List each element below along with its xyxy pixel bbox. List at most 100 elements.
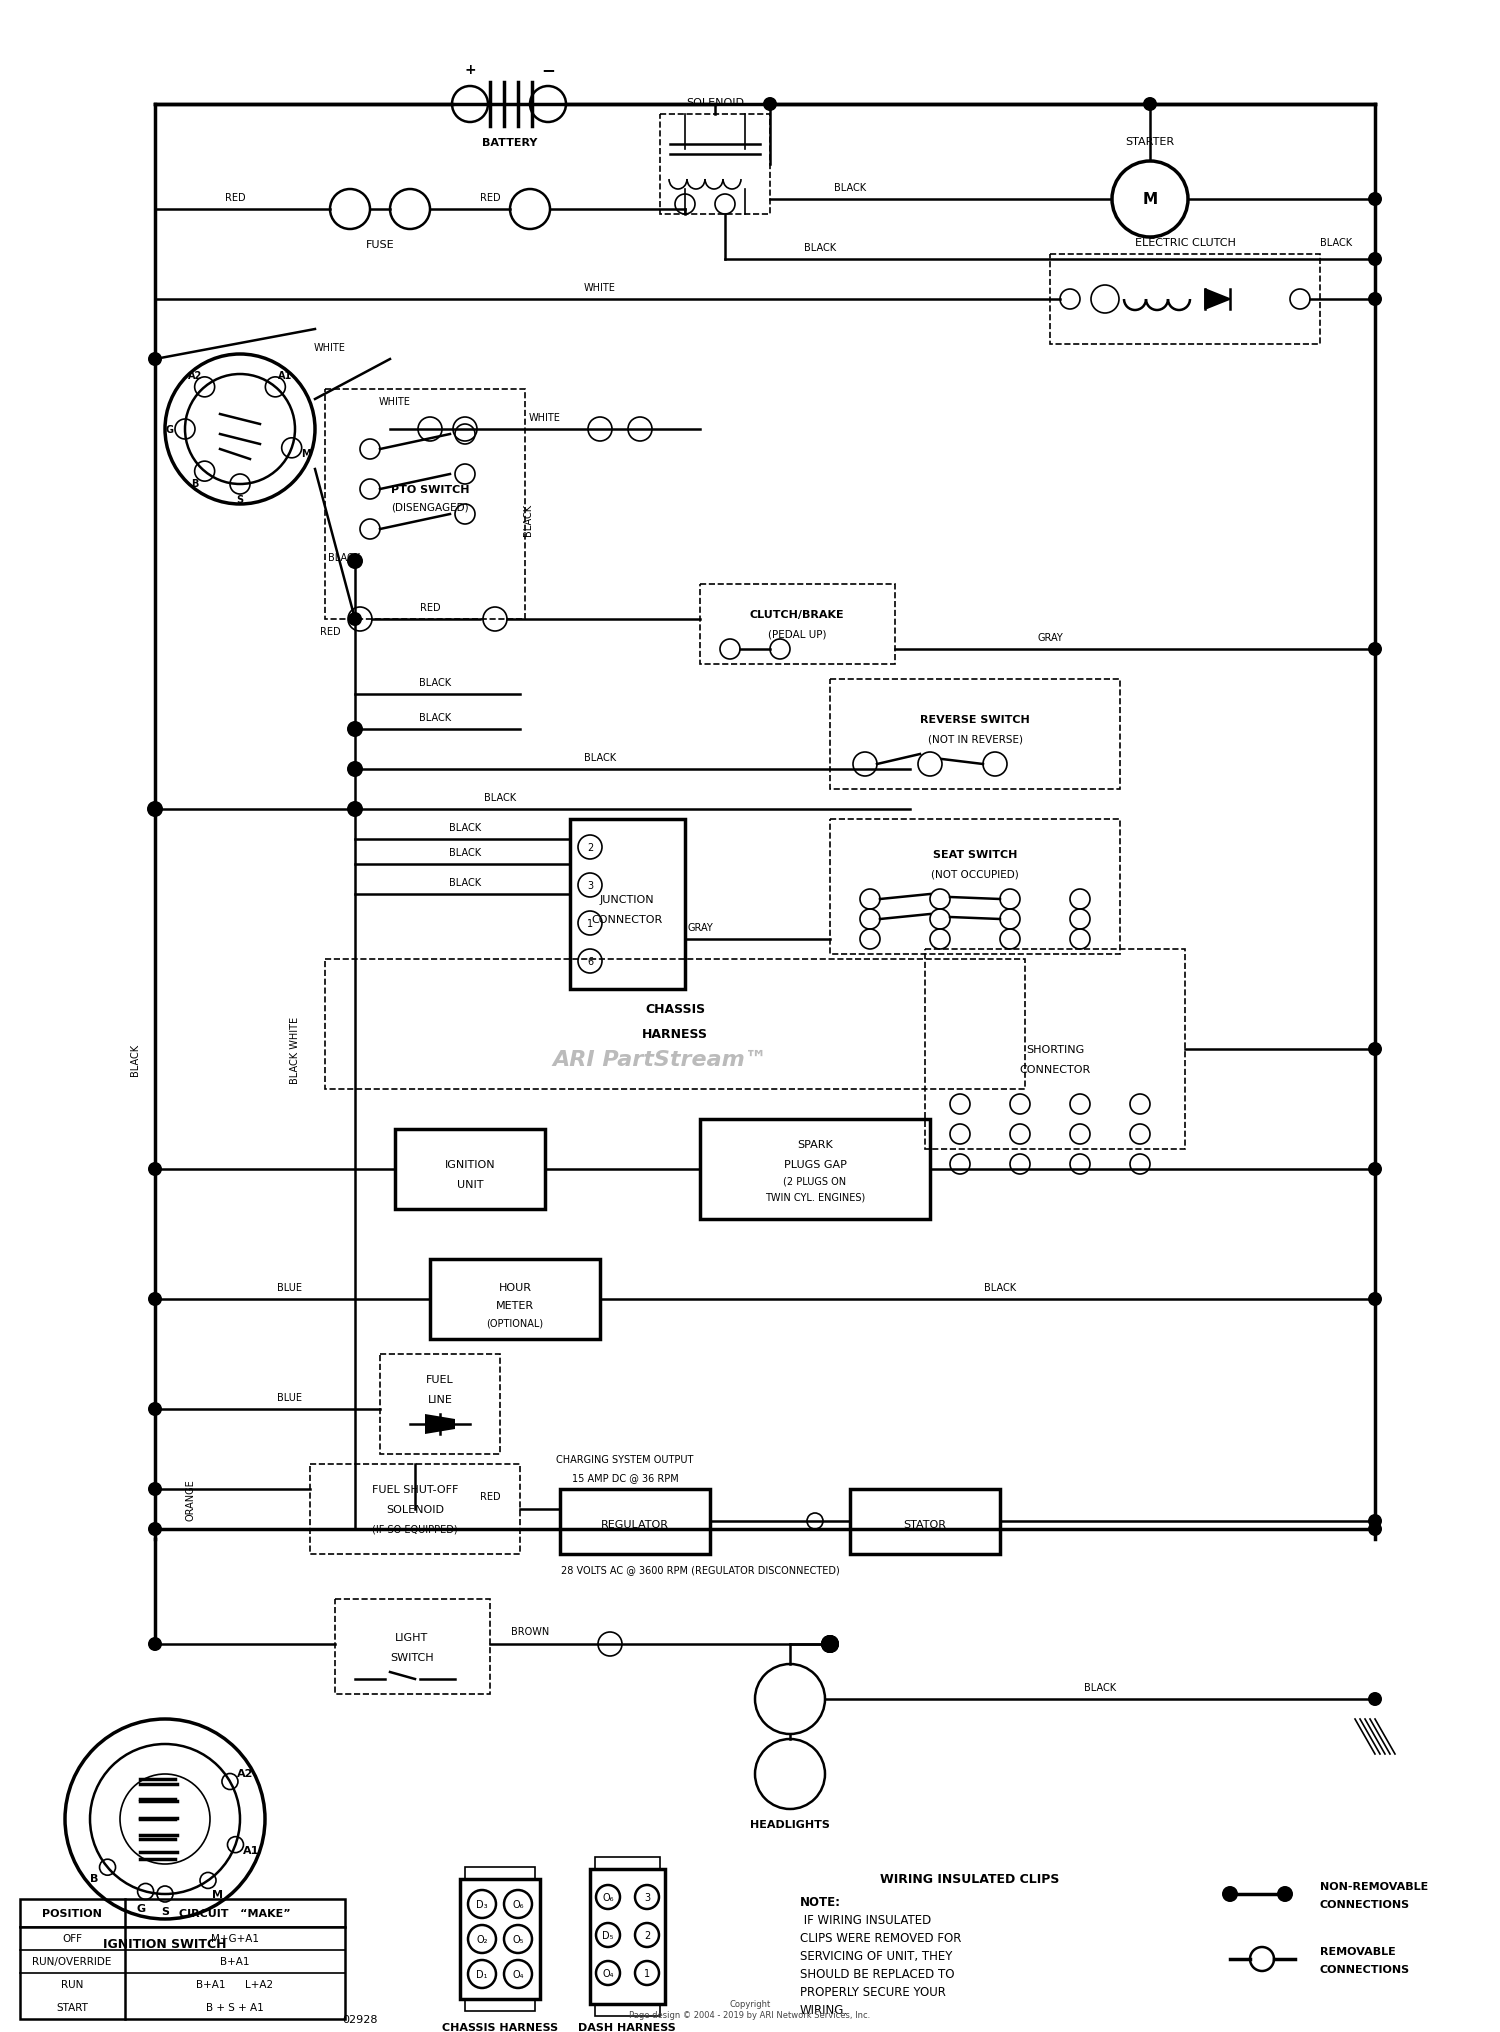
Text: 2: 2 (586, 843, 592, 853)
Bar (700, 1120, 930, 1219)
Bar (570, 819, 686, 990)
Text: CLIPS WERE REMOVED FOR: CLIPS WERE REMOVED FOR (800, 1932, 962, 1945)
Text: BROWN: BROWN (512, 1626, 549, 1636)
Text: M: M (213, 1890, 223, 1900)
Bar (596, 1857, 660, 1869)
Bar (20, 1900, 345, 2020)
Text: CONNECTOR: CONNECTOR (1020, 1065, 1090, 1075)
Text: RED: RED (320, 626, 340, 636)
Circle shape (1276, 1886, 1293, 1902)
Text: NOTE:: NOTE: (800, 1896, 842, 1908)
Circle shape (1368, 642, 1382, 656)
Text: A1: A1 (278, 372, 292, 382)
Text: A1: A1 (243, 1845, 260, 1855)
Text: M: M (302, 449, 310, 459)
Text: BLACK: BLACK (448, 823, 482, 833)
Text: RUN: RUN (62, 1979, 82, 1989)
Circle shape (1368, 1693, 1382, 1707)
Bar (590, 1869, 664, 2004)
Circle shape (1368, 193, 1382, 207)
Text: GRAY: GRAY (1036, 632, 1064, 642)
Bar (334, 1599, 490, 1695)
Bar (465, 1867, 536, 1880)
Text: WHITE: WHITE (380, 396, 411, 406)
Polygon shape (424, 1414, 454, 1435)
Bar (830, 819, 1120, 955)
Text: BLACK: BLACK (484, 792, 516, 803)
Text: CONNECTIONS: CONNECTIONS (1320, 1965, 1410, 1973)
Text: O₅: O₅ (513, 1934, 523, 1945)
Text: B: B (90, 1874, 99, 1884)
Text: CHASSIS: CHASSIS (645, 1004, 705, 1016)
Text: −: − (542, 61, 555, 79)
Text: PTO SWITCH: PTO SWITCH (390, 486, 470, 494)
Text: S: S (160, 1906, 170, 1916)
Text: ELECTRIC CLUTCH: ELECTRIC CLUTCH (1134, 238, 1236, 248)
Circle shape (147, 801, 164, 817)
Text: BLACK: BLACK (834, 183, 866, 193)
Text: CLUTCH/BRAKE: CLUTCH/BRAKE (750, 610, 844, 620)
Text: S: S (237, 494, 243, 504)
Text: (NOT IN REVERSE): (NOT IN REVERSE) (927, 736, 1023, 744)
Text: IGNITION: IGNITION (444, 1160, 495, 1170)
Text: O₄: O₄ (512, 1969, 524, 1979)
Text: BLACK: BLACK (419, 677, 452, 687)
Text: STARTER: STARTER (1125, 136, 1174, 146)
Text: BLACK: BLACK (448, 847, 482, 858)
Text: DASH HARNESS: DASH HARNESS (578, 2022, 676, 2032)
Text: RUN/OVERRIDE: RUN/OVERRIDE (33, 1957, 111, 1967)
Text: WIRING.: WIRING. (800, 2004, 847, 2016)
Text: RED: RED (225, 193, 246, 203)
Text: START: START (56, 2002, 88, 2012)
Text: FUEL: FUEL (426, 1374, 454, 1384)
Text: D₅: D₅ (603, 1930, 613, 1941)
Text: B+A1: B+A1 (220, 1957, 249, 1967)
Bar (926, 949, 1185, 1150)
Circle shape (764, 98, 777, 112)
Text: (2 PLUGS ON: (2 PLUGS ON (783, 1177, 846, 1187)
Text: REMOVABLE: REMOVABLE (1320, 1947, 1395, 1957)
Bar (310, 1465, 520, 1554)
Text: BLACK: BLACK (1320, 238, 1352, 248)
Circle shape (1368, 1292, 1382, 1307)
Text: STATOR: STATOR (903, 1520, 946, 1530)
Text: PLUGS GAP: PLUGS GAP (783, 1160, 846, 1170)
Text: O₆: O₆ (602, 1892, 613, 1902)
Text: 3: 3 (586, 880, 592, 890)
Bar (596, 2004, 660, 2016)
Text: M: M (1143, 193, 1158, 207)
Text: BLUE: BLUE (278, 1392, 303, 1402)
Text: B + S + A1: B + S + A1 (206, 2002, 264, 2012)
Text: SERVICING OF UNIT, THEY: SERVICING OF UNIT, THEY (800, 1949, 952, 1963)
Text: CIRCUIT   “MAKE”: CIRCUIT “MAKE” (178, 1908, 291, 1918)
Bar (380, 1355, 500, 1455)
Text: A2: A2 (237, 1768, 254, 1778)
Text: BLACK: BLACK (419, 713, 452, 723)
Text: RED: RED (480, 1491, 501, 1502)
Circle shape (148, 1292, 162, 1307)
Text: O₆: O₆ (512, 1900, 524, 1908)
Text: BLACK: BLACK (584, 752, 616, 762)
Bar (430, 1260, 600, 1339)
Text: BLACK: BLACK (524, 504, 532, 536)
Circle shape (148, 1638, 162, 1652)
Text: CONNECTOR: CONNECTOR (591, 914, 663, 925)
Bar (1050, 254, 1320, 345)
Circle shape (346, 762, 363, 778)
Text: CHASSIS HARNESS: CHASSIS HARNESS (442, 2022, 558, 2032)
Text: BLACK: BLACK (448, 878, 482, 888)
Text: IF WIRING INSULATED: IF WIRING INSULATED (800, 1914, 932, 1926)
Text: 1: 1 (586, 918, 592, 929)
Circle shape (821, 1636, 839, 1654)
Text: IGNITION SWITCH: IGNITION SWITCH (104, 1939, 226, 1951)
Text: (OPTIONAL): (OPTIONAL) (486, 1319, 543, 1329)
Circle shape (148, 1481, 162, 1496)
Text: +: + (464, 63, 476, 77)
Text: LIGHT: LIGHT (396, 1632, 429, 1642)
Bar (850, 1489, 1000, 1554)
Text: NON-REMOVABLE: NON-REMOVABLE (1320, 1882, 1428, 1892)
Text: METER: METER (496, 1300, 534, 1311)
Circle shape (1112, 163, 1188, 238)
Text: UNIT: UNIT (456, 1179, 483, 1189)
Text: WIRING INSULATED CLIPS: WIRING INSULATED CLIPS (880, 1874, 1059, 1886)
